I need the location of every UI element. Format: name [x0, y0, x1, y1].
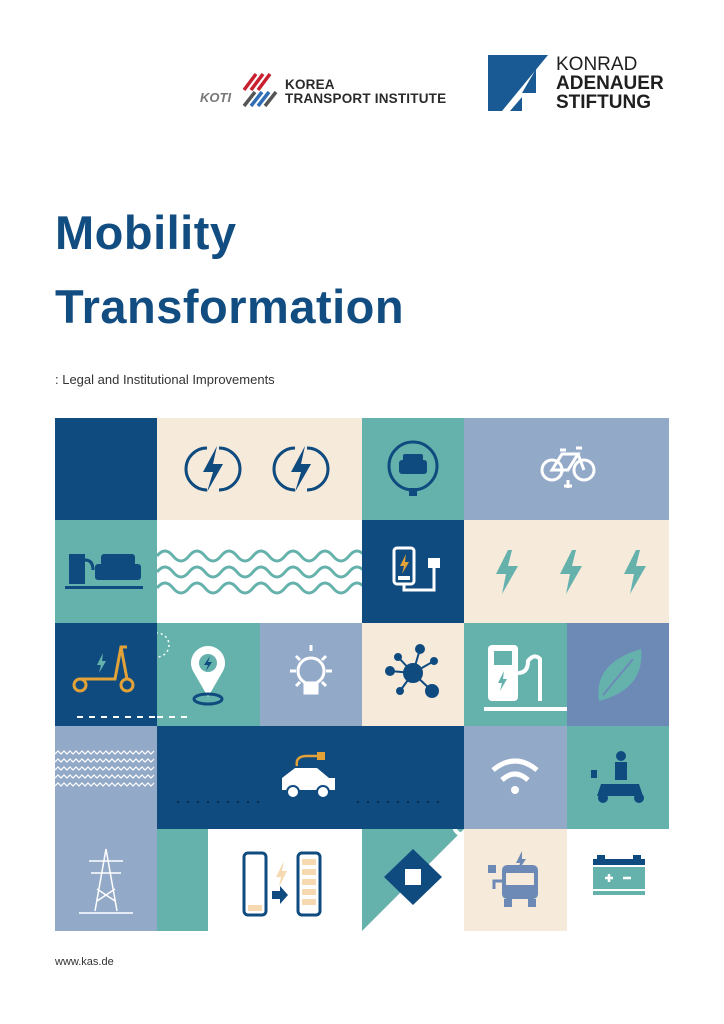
tile-teal-strip — [157, 829, 208, 931]
power-tower-icon — [79, 848, 133, 914]
car-battery-icon — [593, 855, 645, 895]
kas-line3: STIFTUNG — [556, 92, 651, 113]
tile-light-bulb — [260, 623, 362, 726]
charging-station-icon — [484, 645, 567, 711]
icon-mosaic — [55, 418, 669, 931]
koti-name: KOREA TRANSPORT INSTITUTE — [285, 78, 446, 106]
koti-line1: KOREA — [285, 77, 335, 92]
tile-ev-charging-circle — [362, 418, 464, 520]
lightning-circle-icon — [272, 446, 330, 492]
tile-e-moped — [567, 726, 669, 829]
tile-battery-plug — [362, 520, 464, 623]
tile-waves — [157, 520, 362, 623]
tile-leaf — [567, 623, 669, 726]
tile-wifi — [464, 726, 567, 829]
light-bulb-icon — [290, 645, 332, 695]
tile-electric-bus — [464, 829, 567, 931]
tile-station-car — [55, 520, 157, 623]
tile-dark — [55, 418, 157, 520]
e-moped-icon — [591, 751, 644, 803]
location-pin-icon — [191, 646, 225, 706]
tile-e-scooter — [55, 623, 157, 726]
charging-station-car-icon — [65, 554, 143, 589]
koti-logo: KOTI — [200, 70, 282, 110]
tile-charging-station — [464, 623, 567, 726]
lightning-bolt-icon — [496, 550, 646, 594]
koti-line2: TRANSPORT INSTITUTE — [285, 91, 447, 106]
e-scooter-icon — [72, 645, 135, 693]
kas-line2: ADENAUER — [556, 73, 664, 94]
lightning-circle-icon — [184, 446, 242, 492]
electric-car-icon — [282, 752, 335, 799]
zigzag-lines-icon — [55, 750, 155, 787]
bicycle-icon — [540, 446, 596, 488]
ev-car-circle-icon — [387, 440, 439, 496]
tile-three-bolts — [464, 520, 669, 623]
wave-lines-icon — [157, 549, 362, 595]
wifi-icon — [491, 758, 539, 794]
tile-diamond — [362, 829, 464, 931]
tile-car-battery — [567, 829, 669, 931]
title-line2: Transformation — [55, 280, 405, 333]
kas-name: KONRAD ADENAUER STIFTUNG — [556, 55, 664, 112]
page-title: Mobility Transformation — [55, 196, 404, 344]
tile-ev-car — [157, 726, 464, 829]
network-icon — [385, 644, 439, 698]
tile-lightning-circles — [157, 418, 362, 520]
title-line1: Mobility — [55, 206, 237, 259]
tile-network — [362, 623, 464, 726]
leaf-icon — [598, 649, 642, 701]
kas-line1: KONRAD — [556, 54, 638, 75]
svg-text:KOTI: KOTI — [200, 90, 231, 105]
tile-zigzag — [55, 726, 157, 829]
tile-e-bike — [464, 418, 669, 520]
tile-power-tower — [55, 829, 157, 931]
electric-bus-icon — [488, 851, 538, 907]
diamond-icon — [362, 829, 464, 931]
tile-location-pin — [157, 623, 260, 726]
subtitle: : Legal and Institutional Improvements — [55, 372, 275, 387]
battery-plug-icon — [392, 546, 440, 592]
kas-logo-mark — [488, 55, 548, 111]
footer-url[interactable]: www.kas.de — [55, 956, 114, 968]
battery-charge-transfer-icon — [242, 851, 322, 917]
tile-battery-transfer — [208, 829, 362, 931]
